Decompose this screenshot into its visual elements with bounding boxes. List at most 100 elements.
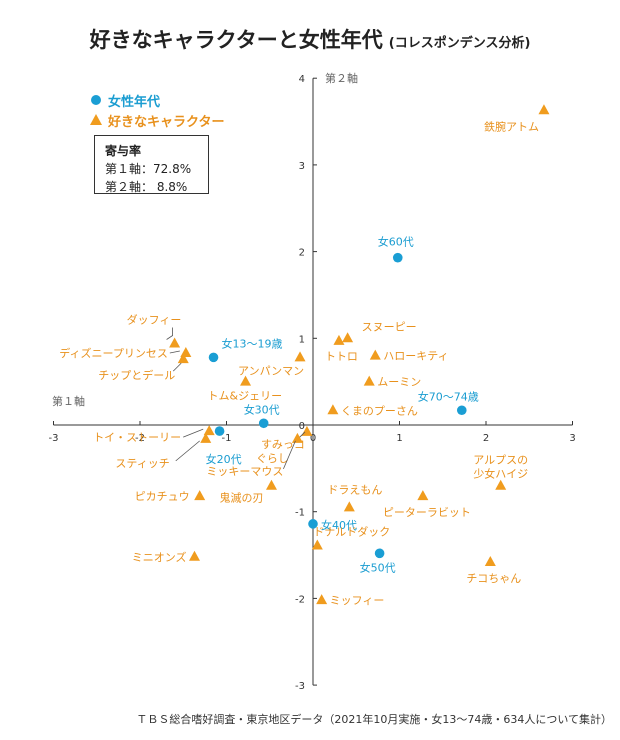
point-label: ミニオンズ [132, 550, 187, 564]
age-point [208, 352, 219, 363]
leader-line [166, 327, 174, 340]
x-tick-label: 1 [396, 433, 402, 444]
character-point [342, 332, 354, 343]
point-label: スヌーピー [362, 320, 417, 333]
point-label: 女40代 [321, 518, 357, 532]
character-point [265, 479, 277, 490]
character-point [316, 594, 328, 605]
legend-item-character: 好きなキャラクター [90, 110, 224, 130]
y-tick-label: 1 [299, 334, 305, 345]
point-label: トム&ジェリー [208, 390, 283, 403]
point-label: 女30代 [244, 402, 280, 416]
contribution-heading: 寄与率 [105, 144, 142, 158]
y-tick-label: 4 [299, 74, 305, 85]
x-tick-label: -1 [222, 433, 232, 444]
point-label: くまのプーさん [341, 404, 418, 417]
point-label: アンパンマン [238, 364, 304, 377]
point-label: ハローキティ [383, 350, 448, 363]
character-point [495, 479, 507, 490]
point-label: チップとデール [98, 368, 175, 382]
triangle-marker-icon [90, 114, 102, 125]
legend-label-age: 女性年代 [108, 94, 161, 110]
character-point [203, 425, 215, 436]
character-point [291, 432, 303, 443]
age-point [258, 418, 269, 429]
contribution-axis1: 第１軸：72.8% [105, 162, 192, 176]
y-tick-label: -1 [295, 508, 305, 519]
legend-item-age: 女性年代 [90, 90, 224, 110]
point-label: 女60代 [378, 235, 414, 249]
x-tick-label: 2 [483, 433, 489, 444]
chart-subtitle: (コレスポンデンス分析) [388, 36, 531, 51]
point-label: 女20代 [206, 452, 242, 466]
point-label: ダッフィー [127, 313, 182, 327]
chart-title-main: 好きなキャラクターと女性年代 [89, 28, 383, 52]
age-point [456, 405, 467, 416]
source-note: ＴＢＳ総合嗜好調査・東京地区データ（2021年10月実施・女13〜74歳・634… [136, 713, 612, 726]
point-label: ミッフィー [330, 594, 385, 607]
character-point [369, 349, 381, 360]
x-tick-label: -3 [49, 433, 59, 444]
point-label: ミッキーマウス [206, 465, 283, 478]
age-point [392, 252, 403, 263]
character-point [484, 555, 496, 566]
point-label: 少女ハイジ [473, 467, 528, 481]
point-label: トトロ [325, 350, 358, 363]
character-point [327, 404, 339, 415]
character-point [301, 425, 313, 436]
point-label: ドナルドダック [313, 525, 390, 539]
point-label: ぐらし [256, 452, 289, 465]
character-point [363, 375, 375, 386]
point-label: スティッチ [115, 457, 169, 470]
x-tick-label: -2 [135, 433, 145, 444]
y-axis-title: 第２軸 [325, 71, 358, 85]
point-label: アルプスの [473, 454, 528, 467]
character-point [311, 539, 323, 550]
character-point [200, 432, 212, 443]
character-point [194, 490, 206, 501]
y-tick-label: -3 [295, 681, 305, 692]
contribution-axis2: 第２軸： 8.8% [105, 180, 188, 194]
character-point [343, 501, 355, 512]
point-label: ピカチュウ [135, 490, 190, 503]
contribution-box: 寄与率 第１軸：72.8% 第２軸： 8.8% [94, 135, 209, 194]
age-point [214, 426, 225, 436]
y-tick-label: 3 [299, 161, 305, 172]
point-label: トイ・ストーリー [93, 431, 181, 444]
x-tick-label: 0 [310, 433, 316, 444]
y-tick-label: -2 [295, 594, 305, 605]
point-label: 女70〜74歳 [418, 389, 479, 403]
leader-line [175, 440, 200, 462]
age-point [308, 519, 318, 529]
character-point [177, 353, 189, 364]
leader-line [183, 428, 204, 438]
point-label: 鉄腕アトム [484, 119, 539, 133]
point-label: ピーターラビット [383, 506, 471, 519]
x-tick-label: 3 [569, 433, 575, 444]
character-point [169, 337, 181, 348]
legend: 女性年代 好きなキャラクター [90, 90, 224, 130]
point-label: ムーミン [377, 376, 421, 389]
leader-line [169, 350, 180, 354]
character-point [294, 351, 306, 362]
y-tick-label: 2 [299, 248, 305, 259]
point-label: 女50代 [360, 560, 396, 574]
character-point [240, 375, 252, 386]
y-tick-label: 0 [299, 421, 305, 432]
character-point [417, 490, 429, 501]
x-axis-title: 第１軸 [52, 394, 85, 408]
point-label: チコちゃん [466, 572, 521, 585]
point-label: ドラえもん [327, 483, 382, 496]
character-point [538, 104, 550, 115]
age-point [374, 548, 385, 559]
leader-line [172, 362, 182, 372]
legend-label-character: 好きなキャラクター [108, 114, 225, 130]
chart-title: 好きなキャラクターと女性年代 (コレスポンデンス分析) [0, 24, 620, 54]
leader-line [283, 440, 296, 470]
point-label: 女13〜19歳 [222, 336, 283, 350]
point-label: ディズニープリンセス [59, 346, 168, 360]
circle-marker-icon [91, 95, 101, 105]
character-point [333, 334, 345, 345]
character-point [188, 550, 200, 561]
